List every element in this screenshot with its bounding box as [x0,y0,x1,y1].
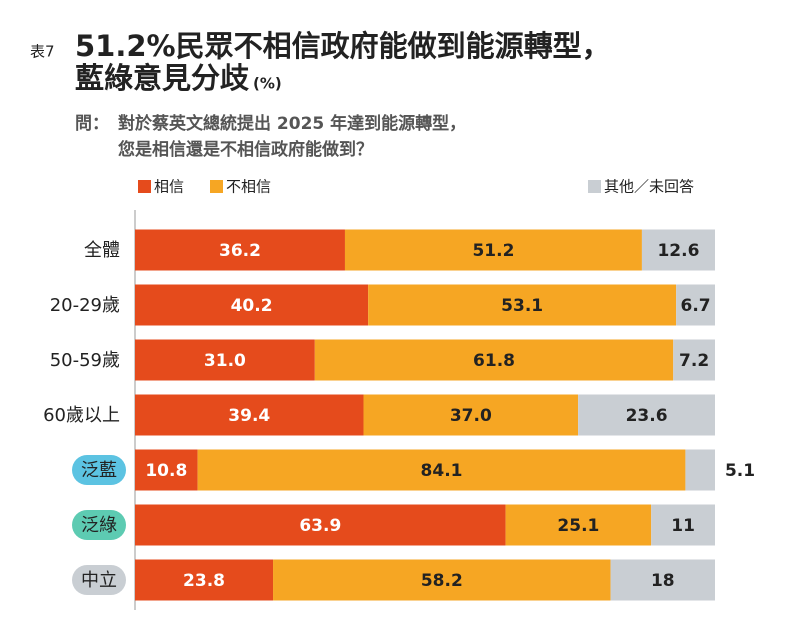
data-label: 11 [671,516,695,536]
data-label: 6.7 [681,296,711,316]
data-label: 39.4 [228,406,270,426]
y-tick-label: 50-59歲 [50,350,120,371]
bar-segment [363,394,579,436]
bar-segment [135,394,364,436]
bar-segment [197,449,686,491]
question-label: 問： [75,114,109,134]
data-label: 40.2 [231,296,273,316]
bar-segment [368,284,677,326]
bar-segment [641,229,715,271]
y-tick-label: 泛綠 [81,515,117,536]
legend-label: 相信 [154,178,184,196]
bar-segment [135,449,198,491]
y-tick-label: 全體 [84,240,120,261]
data-label: 10.8 [145,461,187,481]
data-label: 61.8 [473,351,515,371]
bar-segment [135,559,274,601]
legend-swatch [588,180,601,193]
data-label: 23.6 [626,406,668,426]
data-label: 37.0 [450,406,492,426]
category-badge [72,565,126,595]
data-label: 12.6 [657,241,699,261]
bar-segment [273,559,611,601]
bar-segment [505,504,652,546]
legend-swatch [210,180,223,193]
bar-segment [135,284,369,326]
data-label: 51.2 [472,241,514,261]
bar-segment [676,284,715,326]
data-label: 7.2 [679,351,709,371]
bar-segment [578,394,715,436]
bar-segment [651,504,715,546]
bar-segment [135,504,506,546]
y-tick-label: 60歲以上 [43,405,120,426]
bar-segment [314,339,674,381]
data-label: 23.8 [183,571,225,591]
data-label: 63.9 [299,516,341,536]
chart-title: 藍綠意見分歧 [75,61,249,95]
y-tick-label: 20-29歲 [50,295,120,316]
bar-segment [344,229,642,271]
unit-label: (%) [253,75,282,93]
data-label: 31.0 [204,351,246,371]
y-tick-label: 泛藍 [81,460,117,481]
bar-segment [685,449,715,491]
y-tick-label: 中立 [81,570,117,591]
data-label: 5.1 [725,461,755,481]
bar-segment [135,339,315,381]
data-label: 58.2 [421,571,463,591]
bar-segment [673,339,715,381]
category-badge [72,455,126,485]
legend-label: 其他／未回答 [604,178,694,196]
data-label: 25.1 [557,516,599,536]
data-label: 18 [651,571,675,591]
legend-swatch [138,180,151,193]
bar-segment [135,229,345,271]
question: 您是相信還是不相信政府能做到？ [118,139,373,160]
chart-title: 51.2%民眾不相信政府能做到能源轉型， [75,29,611,63]
question: 對於蔡英文總統提出 2025 年達到能源轉型， [118,113,466,134]
legend-label: 不相信 [226,178,271,196]
data-label: 36.2 [219,241,261,261]
table-label: 表7 [30,43,55,61]
data-label: 53.1 [501,296,543,316]
category-badge [72,510,126,540]
bar-segment [610,559,715,601]
data-label: 84.1 [421,461,463,481]
